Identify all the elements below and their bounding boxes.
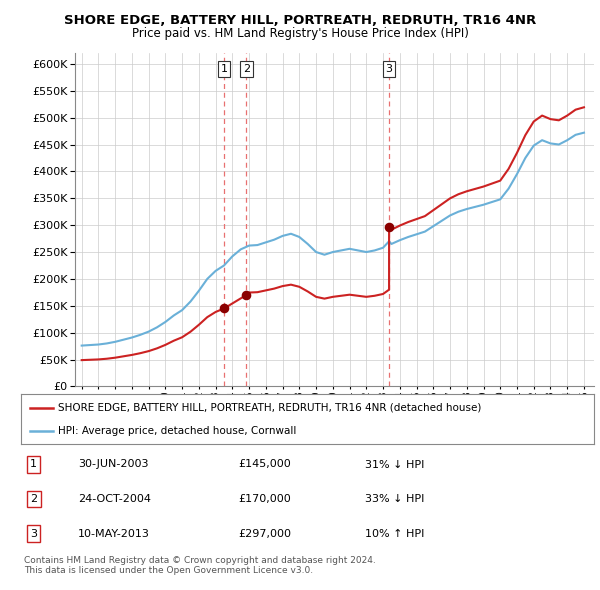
Text: 2: 2	[243, 64, 250, 74]
Text: 2: 2	[30, 494, 37, 504]
Text: SHORE EDGE, BATTERY HILL, PORTREATH, REDRUTH, TR16 4NR (detached house): SHORE EDGE, BATTERY HILL, PORTREATH, RED…	[58, 402, 482, 412]
Point	[219, 304, 229, 313]
Text: SHORE EDGE, BATTERY HILL, PORTREATH, REDRUTH, TR16 4NR: SHORE EDGE, BATTERY HILL, PORTREATH, RED…	[64, 14, 536, 27]
Point	[241, 290, 251, 300]
Text: £297,000: £297,000	[239, 529, 292, 539]
Text: £170,000: £170,000	[239, 494, 292, 504]
Text: 10-MAY-2013: 10-MAY-2013	[79, 529, 150, 539]
Text: £145,000: £145,000	[239, 460, 292, 470]
Text: 31% ↓ HPI: 31% ↓ HPI	[365, 460, 424, 470]
Text: 3: 3	[30, 529, 37, 539]
Text: 1: 1	[221, 64, 227, 74]
Text: Contains HM Land Registry data © Crown copyright and database right 2024.
This d: Contains HM Land Registry data © Crown c…	[24, 556, 376, 575]
Text: 30-JUN-2003: 30-JUN-2003	[79, 460, 149, 470]
Text: HPI: Average price, detached house, Cornwall: HPI: Average price, detached house, Corn…	[58, 426, 296, 436]
Text: Price paid vs. HM Land Registry's House Price Index (HPI): Price paid vs. HM Land Registry's House …	[131, 27, 469, 40]
Text: 24-OCT-2004: 24-OCT-2004	[79, 494, 151, 504]
Text: 3: 3	[386, 64, 392, 74]
Point	[384, 222, 394, 231]
Text: 10% ↑ HPI: 10% ↑ HPI	[365, 529, 424, 539]
Text: 33% ↓ HPI: 33% ↓ HPI	[365, 494, 424, 504]
Text: 1: 1	[30, 460, 37, 470]
